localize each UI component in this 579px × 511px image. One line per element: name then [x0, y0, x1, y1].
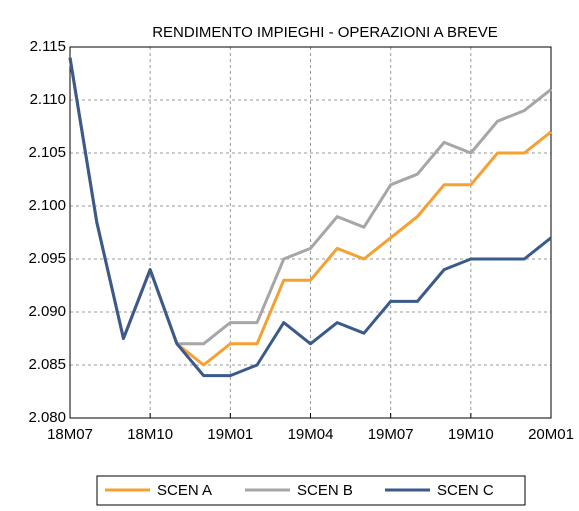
- y-tick-label: 2.085: [28, 356, 66, 373]
- y-tick-label: 2.110: [30, 91, 66, 108]
- line-series: [68, 57, 552, 378]
- x-tick-label: 18M10: [127, 426, 173, 443]
- y-tick-label: 2.105: [28, 144, 66, 161]
- x-tick-label: 19M04: [288, 426, 334, 443]
- y-tick-label: 2.115: [30, 38, 66, 55]
- y-tick-label: 2.080: [28, 409, 66, 426]
- x-tick-label: 20M01: [528, 426, 574, 443]
- legend-label: SCEN C: [437, 482, 494, 499]
- x-tick-label: 19M07: [368, 426, 414, 443]
- y-tick-label: 2.100: [28, 197, 66, 214]
- y-tick-label: 2.095: [28, 250, 66, 267]
- plot-frame: [69, 46, 552, 419]
- chart-title: RENDIMENTO IMPIEGHI - OPERAZIONI A BREVE: [152, 24, 498, 41]
- x-tick-label: 19M10: [448, 426, 494, 443]
- legend-label: SCEN A: [157, 482, 212, 499]
- legend-label: SCEN B: [297, 482, 353, 499]
- x-tick-label: 19M01: [207, 426, 253, 443]
- legend-box: [96, 475, 526, 506]
- y-tick-label: 2.090: [28, 303, 66, 320]
- x-tick-label: 18M07: [47, 426, 93, 443]
